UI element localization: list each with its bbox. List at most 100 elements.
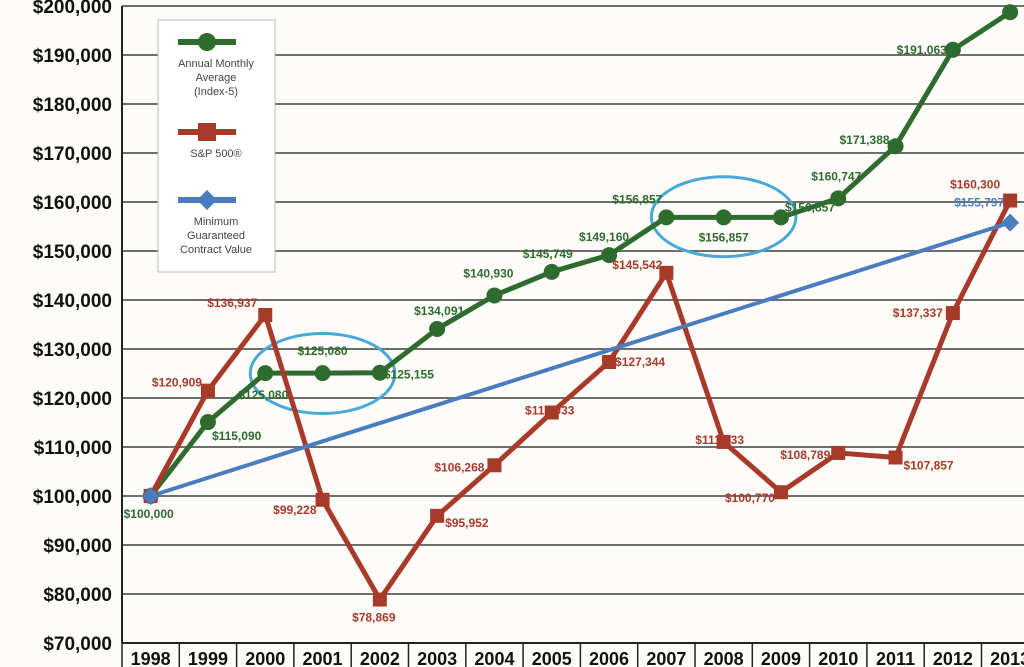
data-label: $100,770 [725, 491, 775, 505]
y-tick-label: $190,000 [33, 46, 112, 67]
data-point [773, 485, 788, 500]
x-tick-label: 2004 [474, 649, 514, 667]
y-tick-label: $170,000 [33, 144, 112, 165]
y-tick-label: $80,000 [43, 585, 112, 606]
y-tick-label: $150,000 [33, 242, 112, 263]
data-point [200, 383, 215, 398]
series-line [148, 199, 1013, 603]
data-label: $78,869 [352, 611, 396, 625]
data-label: $115,090 [212, 429, 262, 443]
data-label: $108,789 [780, 448, 830, 462]
data-point [772, 209, 789, 226]
legend-label: Contract Value [180, 244, 252, 256]
x-tick-label: 2005 [532, 649, 572, 667]
data-label: $120,909 [152, 376, 202, 390]
data-point [430, 508, 445, 523]
data-point [372, 592, 387, 607]
y-tick-label: $100,000 [33, 487, 112, 508]
data-label: $100,000 [124, 507, 174, 521]
legend-marker [197, 190, 217, 210]
data-point [543, 263, 560, 280]
x-tick-label: 2003 [417, 649, 457, 667]
legend-marker [198, 123, 216, 141]
y-tick-label: $110,000 [34, 438, 112, 459]
y-tick-label: $140,000 [33, 291, 112, 312]
x-tick-label: 2009 [761, 649, 801, 667]
data-label: $145,542 [612, 258, 662, 272]
data-point [601, 247, 618, 264]
data-point [945, 306, 960, 321]
data-point [888, 450, 903, 465]
data-label: $171,388 [839, 133, 889, 147]
data-point [830, 190, 847, 207]
legend-label: Average [196, 72, 237, 84]
data-point [371, 364, 388, 381]
y-tick-label: $160,000 [33, 193, 112, 214]
legend-label: (Index-5) [194, 86, 238, 98]
data-label: $95,952 [445, 516, 489, 530]
data-label: $125,080 [298, 344, 348, 358]
data-label: $106,268 [434, 460, 484, 474]
y-tick-label: $120,000 [33, 389, 112, 410]
data-label: $125,155 [384, 368, 434, 382]
data-label: $137,337 [893, 306, 943, 320]
data-point [715, 209, 732, 226]
data-label: $155,797 [954, 196, 1004, 210]
data-label: $156,857 [785, 200, 835, 214]
series-line [150, 220, 1011, 498]
data-point [1001, 213, 1020, 232]
data-label: $198,725 [983, 0, 1024, 1]
data-label: $134,091 [414, 304, 464, 318]
data-point [199, 414, 216, 431]
data-label: $117,033 [525, 404, 575, 418]
legend-label: S&P 500® [190, 148, 241, 160]
data-point [602, 355, 617, 370]
data-label: $191,063 [897, 43, 947, 57]
data-label: $156,857 [699, 230, 749, 244]
data-point [257, 365, 274, 382]
y-tick-label: $180,000 [33, 95, 112, 116]
data-point [658, 209, 675, 226]
x-tick-label: 2001 [303, 649, 343, 667]
data-point [944, 41, 961, 58]
y-tick-label: $90,000 [43, 536, 112, 557]
legend-label: Guaranteed [187, 230, 245, 242]
data-point [659, 265, 674, 280]
data-point [831, 445, 846, 460]
data-label: $140,930 [463, 266, 513, 280]
y-tick-label: $70,000 [43, 634, 112, 655]
highlight-ellipse [248, 332, 397, 415]
data-point [544, 405, 559, 420]
legend-label: Annual Monthly [178, 58, 254, 70]
data-point [716, 434, 731, 449]
data-point [1002, 4, 1019, 21]
x-tick-label: 2007 [646, 649, 686, 667]
data-point [887, 138, 904, 155]
data-point [314, 365, 331, 382]
data-label: $149,160 [579, 230, 629, 244]
x-tick-label: 1999 [188, 649, 228, 667]
data-label: $136,937 [207, 296, 257, 310]
x-tick-label: 2008 [704, 649, 744, 667]
data-label: $125,080 [238, 388, 288, 402]
legend-box [157, 19, 276, 273]
legend-marker [198, 33, 216, 51]
data-label: $107,857 [904, 459, 954, 473]
legend-label: Minimum [194, 216, 239, 228]
x-tick-label: 2013 [990, 649, 1024, 667]
series-line [148, 10, 1012, 498]
x-tick-label: 2012 [933, 649, 973, 667]
data-label: $127,344 [615, 355, 665, 369]
highlight-ellipse [649, 175, 798, 259]
x-tick-label: 2010 [818, 649, 858, 667]
data-label: $156,857 [612, 192, 662, 206]
x-tick-label: 2000 [245, 649, 285, 667]
y-tick-label: $130,000 [33, 340, 112, 361]
x-tick-label: 1998 [131, 649, 171, 667]
x-tick-label: 2006 [589, 649, 629, 667]
data-label: $145,749 [523, 247, 573, 261]
data-point [141, 487, 160, 505]
data-point [1003, 193, 1018, 208]
